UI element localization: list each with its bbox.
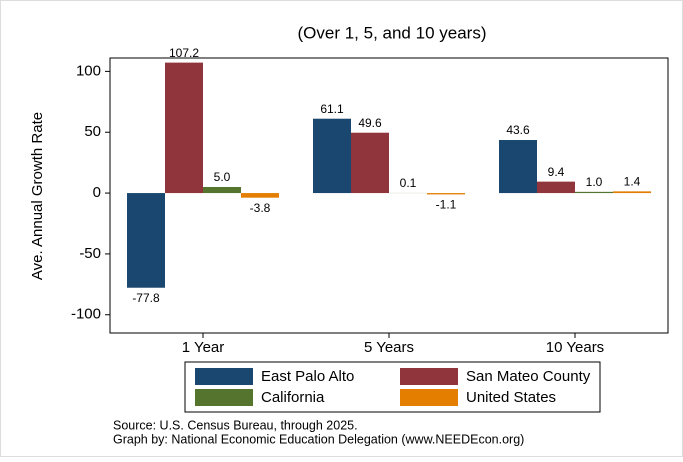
legend-label: United States [466,389,556,406]
bar [613,191,651,193]
legend-label: California [261,389,325,406]
y-axis-label: Ave. Annual Growth Rate [29,112,46,280]
value-label: -3.8 [250,201,271,215]
value-label: 9.4 [548,165,565,179]
x-tick-label: 10 Years [546,339,604,356]
legend-label: San Mateo County [466,368,591,385]
legend-swatch [195,368,253,385]
y-tick-label: 0 [93,184,101,201]
value-label: 1.4 [624,175,641,189]
legend-swatch [195,389,253,406]
bar [351,133,389,193]
y-tick-label: -50 [79,245,101,262]
bar [313,119,351,193]
value-label: 49.6 [358,116,382,130]
x-tick-label: 5 Years [364,339,414,356]
source-note: Source: U.S. Census Bureau, through 2025… [113,418,358,432]
bar [427,193,465,194]
value-label: 61.1 [320,102,344,116]
bar [127,193,165,288]
value-label: -77.8 [132,291,160,305]
y-tick-label: 100 [76,62,101,79]
credit-note: Graph by: National Economic Education De… [113,432,524,446]
y-tick-label: -100 [71,306,101,323]
value-label: 43.6 [506,123,530,137]
legend-label: East Palo Alto [261,368,354,385]
legend-swatch [400,389,458,406]
y-tick-label: 50 [84,123,101,140]
value-label: 5.0 [214,170,231,184]
x-tick-label: 1 Year [182,339,225,356]
bar [165,63,203,193]
chart-title: (Over 1, 5, and 10 years) [298,23,487,42]
bar [203,187,241,193]
bar [241,193,279,198]
value-label: 1.0 [586,175,603,189]
value-label: -1.1 [436,198,457,212]
value-label: 107.2 [169,46,199,60]
bar [537,182,575,193]
bar [575,192,613,193]
value-label: 0.1 [400,176,417,190]
legend-swatch [400,368,458,385]
bar [499,140,537,193]
